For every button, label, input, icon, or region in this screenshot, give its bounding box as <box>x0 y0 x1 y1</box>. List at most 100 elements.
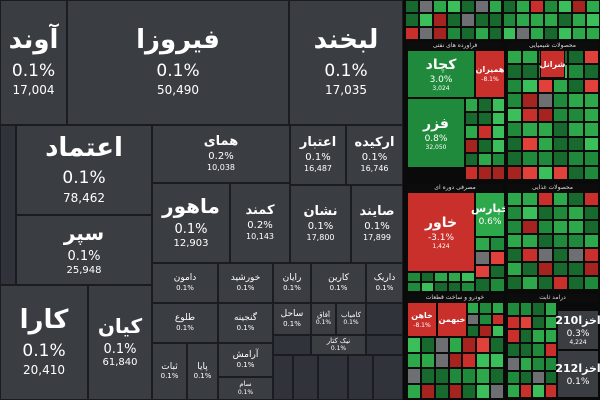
stock-tile[interactable] <box>553 78 569 94</box>
stock-tile[interactable] <box>568 151 584 166</box>
stock-tile[interactable] <box>583 206 599 220</box>
stock-tile[interactable] <box>460 0 475 14</box>
stock-tile[interactable] <box>490 278 505 292</box>
stock-tile[interactable] <box>553 122 569 137</box>
stock-tile[interactable] <box>465 98 479 112</box>
tile-khepars[interactable]: خپارس 0.6% <box>471 192 509 237</box>
stock-tile[interactable] <box>544 0 559 14</box>
stock-tile[interactable] <box>478 139 492 153</box>
stock-tile[interactable] <box>553 276 569 290</box>
stock-tile[interactable] <box>490 368 504 384</box>
stock-tile[interactable] <box>568 107 584 123</box>
stock-tile[interactable] <box>434 337 449 353</box>
stock-tile[interactable] <box>522 64 538 79</box>
stock-tile[interactable] <box>407 272 421 282</box>
stock-tile[interactable] <box>491 313 504 326</box>
tile-avand[interactable]: آوند 0.1% 17,004 <box>0 0 67 125</box>
stock-tile[interactable] <box>478 125 492 139</box>
stock-tile[interactable] <box>446 13 461 27</box>
stock-tile[interactable] <box>478 152 492 167</box>
stock-tile[interactable] <box>522 122 538 137</box>
stock-tile[interactable] <box>532 384 545 398</box>
stock-tile[interactable] <box>583 50 599 65</box>
stock-tile[interactable] <box>507 165 523 180</box>
stock-tile[interactable] <box>407 368 421 384</box>
stock-tile[interactable] <box>583 262 599 276</box>
stock-tile[interactable] <box>405 13 419 27</box>
stock-tile[interactable] <box>516 26 531 40</box>
stock-tile[interactable] <box>407 383 421 399</box>
stock-tile[interactable] <box>568 50 584 65</box>
stock-tile[interactable] <box>448 337 463 353</box>
stock-tile[interactable] <box>530 0 545 14</box>
stock-tile[interactable] <box>532 343 545 357</box>
tile-kechad[interactable]: کچاد 3.0% 3,024 <box>407 50 475 98</box>
stock-tile[interactable] <box>434 368 449 384</box>
stock-tile[interactable] <box>519 370 532 385</box>
stock-tile[interactable] <box>507 122 523 137</box>
stock-tile[interactable] <box>558 0 573 14</box>
stock-tile[interactable] <box>488 26 503 40</box>
stock-tile[interactable] <box>446 0 461 14</box>
stock-tile[interactable] <box>507 78 523 94</box>
stock-tile[interactable] <box>522 151 538 166</box>
tile-etebar[interactable]: اعتبار 0.1% 16,487 <box>290 125 346 185</box>
stock-tile[interactable] <box>553 107 569 123</box>
stock-tile[interactable] <box>434 282 448 292</box>
tile-paya[interactable]: پایا 0.1% <box>187 343 218 400</box>
stock-tile[interactable] <box>568 220 584 234</box>
stock-tile[interactable] <box>583 248 599 262</box>
stock-tile[interactable] <box>568 122 584 137</box>
tile-sam[interactable]: سام 0.1% <box>218 377 273 400</box>
stock-tile[interactable] <box>553 220 569 234</box>
stock-tile[interactable] <box>568 276 584 290</box>
stock-tile[interactable] <box>537 234 553 248</box>
stock-tile[interactable] <box>507 248 523 262</box>
stock-tile[interactable] <box>420 272 435 282</box>
stock-tile[interactable] <box>532 315 545 330</box>
tile-kara[interactable]: کارا 0.1% 20,410 <box>0 285 88 400</box>
stock-tile[interactable] <box>537 151 553 166</box>
stock-tile[interactable] <box>558 26 573 40</box>
stock-tile[interactable] <box>434 272 448 282</box>
tile-neshan[interactable]: نشان 0.1% 17,800 <box>290 185 351 263</box>
stock-tile[interactable] <box>474 26 489 40</box>
stock-tile[interactable] <box>465 152 479 167</box>
stock-tile[interactable] <box>407 282 421 292</box>
stock-tile[interactable] <box>583 220 599 234</box>
stock-tile[interactable] <box>462 337 477 353</box>
stock-tile[interactable] <box>502 13 517 27</box>
stock-tile[interactable] <box>448 368 463 384</box>
tile-khahen[interactable]: خاهن -8.1% <box>407 302 437 337</box>
stock-tile[interactable] <box>537 262 553 276</box>
stock-tile[interactable] <box>553 248 569 262</box>
stock-tile[interactable] <box>434 352 449 368</box>
stock-tile[interactable] <box>537 107 553 123</box>
stock-tile[interactable] <box>462 368 477 384</box>
stock-tile[interactable] <box>460 13 475 27</box>
stock-tile[interactable] <box>544 384 557 398</box>
stock-tile[interactable] <box>519 315 532 330</box>
stock-tile[interactable] <box>405 0 419 14</box>
stock-tile[interactable] <box>507 234 523 248</box>
stock-tile[interactable] <box>537 276 553 290</box>
stock-tile[interactable] <box>502 0 517 14</box>
stock-tile[interactable] <box>460 26 475 40</box>
stock-tile[interactable] <box>507 206 523 220</box>
stock-tile[interactable] <box>568 93 584 108</box>
stock-tile[interactable] <box>491 111 505 126</box>
tile-khorshid[interactable]: خورشید 0.1% <box>218 263 273 303</box>
stock-tile[interactable] <box>476 368 491 384</box>
stock-tile[interactable] <box>586 0 600 14</box>
stock-tile[interactable] <box>420 337 435 353</box>
stock-tile[interactable] <box>476 337 491 353</box>
stock-tile[interactable] <box>532 356 545 371</box>
stock-tile[interactable] <box>478 111 492 126</box>
stock-tile[interactable] <box>516 13 531 27</box>
stock-tile[interactable] <box>553 151 569 166</box>
stock-tile[interactable] <box>537 93 553 108</box>
stock-tile[interactable] <box>490 337 504 353</box>
stock-tile[interactable] <box>522 276 538 290</box>
stock-tile[interactable] <box>432 0 447 14</box>
tile-kian[interactable]: کیان 0.1% 61,840 <box>88 285 152 400</box>
